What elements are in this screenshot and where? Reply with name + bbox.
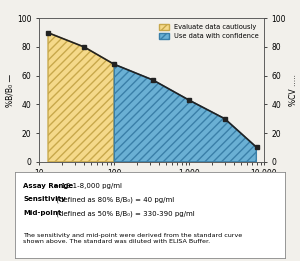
- Y-axis label: %CV .....: %CV .....: [289, 74, 298, 106]
- X-axis label: 2-Methoxyestradiol (pg/ml): 2-Methoxyestradiol (pg/ml): [94, 181, 208, 190]
- Text: = 13.1-8,000 pg/ml: = 13.1-8,000 pg/ml: [52, 183, 122, 189]
- Y-axis label: %B/B₀ —: %B/B₀ —: [5, 74, 14, 106]
- Text: Sensitivity: Sensitivity: [23, 196, 66, 202]
- Text: Assay Range: Assay Range: [23, 183, 73, 189]
- Text: (defined as 80% B/B₀) = 40 pg/ml: (defined as 80% B/B₀) = 40 pg/ml: [54, 196, 174, 203]
- Legend: Evaluate data cautiously, Use data with confidence: Evaluate data cautiously, Use data with …: [157, 22, 261, 41]
- Text: The sensitivity and mid-point were derived from the standard curve
shown above. : The sensitivity and mid-point were deriv…: [23, 233, 242, 244]
- Text: Mid-point: Mid-point: [23, 210, 62, 216]
- Text: (defined as 50% B/B₀) = 330-390 pg/ml: (defined as 50% B/B₀) = 330-390 pg/ml: [54, 210, 195, 217]
